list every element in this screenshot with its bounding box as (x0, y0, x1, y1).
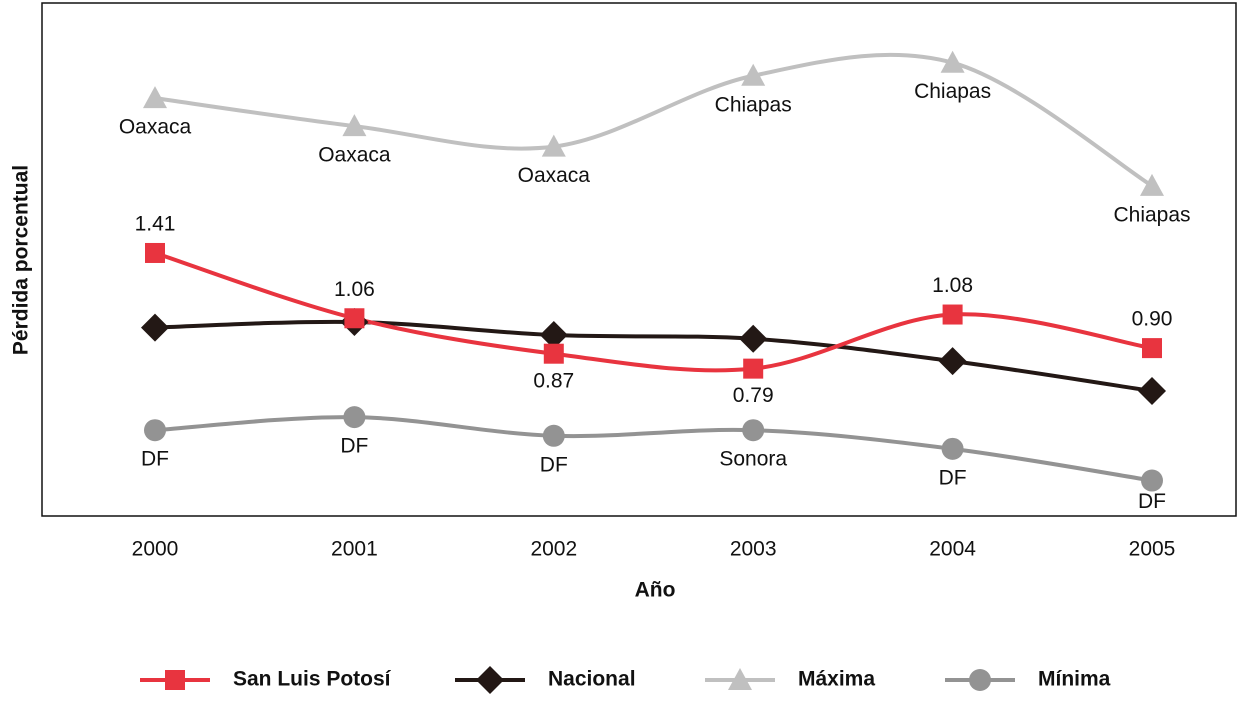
point-label: Chiapas (914, 80, 991, 103)
legend-marker (476, 666, 504, 694)
y-axis-label: Pérdida porcentual (10, 165, 33, 355)
point-label: Oaxaca (318, 144, 391, 167)
point-label: Oaxaca (518, 164, 591, 187)
x-tick-label: 2003 (730, 538, 777, 561)
marker (141, 313, 169, 342)
point-label: Chiapas (715, 93, 792, 116)
data-label: 0.87 (533, 369, 574, 392)
marker (543, 343, 564, 364)
point-label: DF (340, 435, 368, 458)
legend-label: Mínima (1038, 668, 1111, 691)
legend-label: Nacional (548, 668, 636, 691)
marker (739, 324, 768, 353)
point-label: Oaxaca (119, 116, 192, 139)
x-tick-label: 2005 (1129, 538, 1176, 561)
marker (541, 134, 566, 157)
series-line (154, 319, 1153, 393)
data-label: 0.79 (733, 384, 774, 407)
series-line (154, 415, 1153, 483)
marker (741, 63, 766, 86)
x-tick-label: 2000 (132, 538, 179, 561)
point-label: DF (141, 448, 169, 471)
marker (144, 419, 166, 442)
marker (743, 358, 764, 379)
marker (145, 242, 165, 263)
x-tick-label: 2002 (530, 538, 577, 561)
data-label: 1.08 (932, 274, 973, 297)
marker (942, 304, 963, 325)
x-axis-label: Año (635, 579, 676, 602)
series-line (154, 52, 1154, 188)
legend-label: San Luis Potosí (233, 668, 392, 691)
data-label: 1.06 (334, 278, 375, 301)
point-label: DF (1138, 490, 1166, 513)
marker (539, 321, 568, 350)
marker (742, 419, 765, 442)
x-tick-label: 2001 (331, 538, 378, 561)
marker (1138, 377, 1166, 406)
marker (342, 114, 367, 137)
marker (542, 424, 565, 447)
legend-marker (165, 670, 185, 690)
data-label: 0.90 (1132, 308, 1173, 331)
point-label: Chiapas (1113, 203, 1190, 226)
legend-label: Máxima (798, 668, 875, 691)
marker (1140, 173, 1164, 196)
point-label: DF (540, 453, 568, 476)
marker (343, 406, 366, 429)
x-tick-label: 2004 (929, 538, 976, 561)
marker (1142, 338, 1162, 359)
legend-marker (728, 668, 752, 690)
series-line (154, 251, 1153, 373)
legend-marker (969, 669, 991, 691)
point-label: DF (939, 466, 967, 489)
marker (344, 308, 365, 329)
marker (938, 347, 967, 376)
point-label: Sonora (719, 448, 787, 471)
data-label: 1.41 (135, 213, 176, 236)
marker (143, 86, 167, 109)
plot-frame (41, 2, 1237, 517)
marker (1141, 469, 1163, 492)
marker (941, 437, 964, 460)
marker (940, 50, 965, 73)
